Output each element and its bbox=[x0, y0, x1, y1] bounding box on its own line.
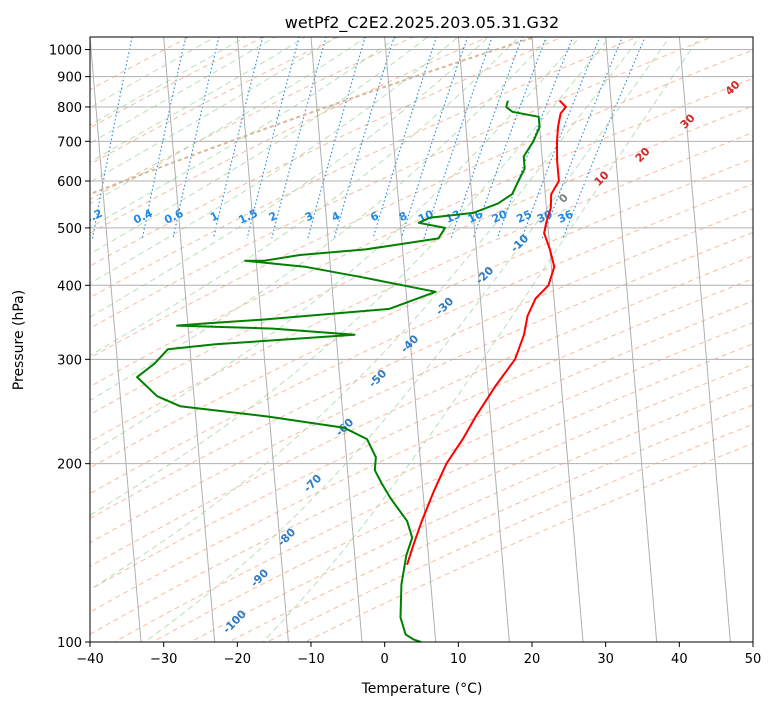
y-tick-label: 600 bbox=[57, 175, 82, 190]
dry-adiabat-line bbox=[90, 105, 753, 416]
isotherm-gridline bbox=[457, 37, 510, 642]
isotherm-gridline bbox=[605, 37, 658, 642]
mixing-ratio-line bbox=[372, 37, 438, 239]
chart-title: wetPf2_C2E2.2025.203.05.31.G32 bbox=[285, 13, 559, 33]
y-axis-title: Pressure (hPa) bbox=[11, 290, 27, 390]
x-tick-label: 20 bbox=[524, 652, 541, 667]
dry-adiabat-line bbox=[265, 423, 753, 642]
mixing-ratio-line bbox=[246, 37, 300, 239]
mixing-ratio-line bbox=[562, 37, 646, 239]
x-axis-title: Temperature (°C) bbox=[361, 681, 483, 697]
x-tick-label: 30 bbox=[597, 652, 614, 667]
y-axis: 100 200 300 400 500 600 700 800 900 1000 bbox=[49, 44, 90, 651]
dry-adiabat-line bbox=[90, 37, 714, 329]
profile-lines bbox=[136, 99, 567, 642]
dewpoint-profile-line bbox=[136, 100, 541, 642]
mixing-ratio-line bbox=[450, 37, 523, 239]
mixing-ratio-line bbox=[472, 37, 547, 239]
isotherm-gridline bbox=[163, 37, 216, 642]
mixing-ratio-label: 20 bbox=[490, 207, 510, 225]
isotherm-gridline bbox=[531, 37, 584, 642]
dry-adiabat-line bbox=[90, 158, 753, 469]
dry-adiabat-line bbox=[90, 37, 340, 165]
mixing-ratio-line bbox=[91, 37, 133, 239]
x-tick-label: −10 bbox=[297, 652, 324, 667]
mixing-ratio-line bbox=[400, 37, 469, 239]
isotherm-gridline bbox=[384, 37, 437, 642]
isotherm-gridline bbox=[236, 37, 289, 642]
dry-adiabat-line bbox=[90, 255, 753, 568]
isotherm-gridline bbox=[678, 37, 731, 642]
mixing-ratio-label: 25 bbox=[515, 208, 534, 226]
y-tick-label: 1000 bbox=[49, 44, 82, 59]
y-tick-label: 300 bbox=[57, 353, 82, 368]
mixing-ratio-line bbox=[141, 37, 187, 239]
x-tick-label: 40 bbox=[671, 652, 688, 667]
temperature-profile-line bbox=[406, 99, 567, 566]
mixing-ratio-line bbox=[307, 37, 366, 239]
plot-frame bbox=[89, 36, 754, 643]
moist-adiabat-line bbox=[90, 37, 398, 229]
mixing-ratio-label: 36 bbox=[556, 207, 576, 225]
dry-adiabat-line bbox=[90, 37, 639, 299]
mixing-ratio-line bbox=[172, 37, 220, 239]
mixing-ratio-line bbox=[212, 37, 264, 239]
x-tick-label: −40 bbox=[76, 652, 103, 667]
x-axis: −40 −30 −20 −10 0 10 20 30 40 50 bbox=[76, 642, 761, 667]
mixing-ratio-line bbox=[271, 37, 327, 239]
moist-adiabat-line bbox=[90, 37, 490, 318]
dry-adiabat-line bbox=[90, 77, 753, 388]
dry-adiabat-line bbox=[90, 322, 753, 635]
dry-adiabat-line bbox=[113, 343, 753, 642]
x-tick-label: 10 bbox=[450, 652, 467, 667]
y-tick-label: 100 bbox=[57, 636, 82, 651]
moist-adiabat-line bbox=[90, 37, 247, 126]
grid-lines bbox=[90, 37, 753, 642]
moist-adiabat-line bbox=[90, 37, 307, 163]
y-tick-label: 400 bbox=[57, 279, 82, 294]
y-tick-label: 700 bbox=[57, 135, 82, 150]
isotherm-gridline bbox=[90, 37, 142, 642]
x-tick-label: −20 bbox=[224, 652, 251, 667]
y-tick-label: 200 bbox=[57, 458, 82, 473]
x-tick-label: 0 bbox=[381, 652, 389, 667]
x-tick-label: 50 bbox=[745, 652, 762, 667]
dry-adiabat-line bbox=[90, 183, 753, 495]
moist-adiabat-line bbox=[262, 37, 701, 642]
moist-adiabat-line bbox=[90, 37, 277, 144]
x-tick-label: −30 bbox=[150, 652, 177, 667]
mixing-ratio-label: 16 bbox=[466, 207, 486, 225]
y-tick-label: 900 bbox=[57, 71, 82, 86]
y-tick-label: 800 bbox=[57, 101, 82, 116]
mixing-ratio-line bbox=[423, 37, 493, 239]
mixing-ratio-label: 13 bbox=[444, 208, 463, 226]
dry-adiabat-line bbox=[90, 300, 753, 613]
y-tick-label: 500 bbox=[57, 222, 82, 237]
moist-adiabat-line bbox=[90, 37, 641, 591]
isotherm-gridline bbox=[310, 37, 363, 642]
dry-adiabat-line bbox=[189, 384, 753, 642]
